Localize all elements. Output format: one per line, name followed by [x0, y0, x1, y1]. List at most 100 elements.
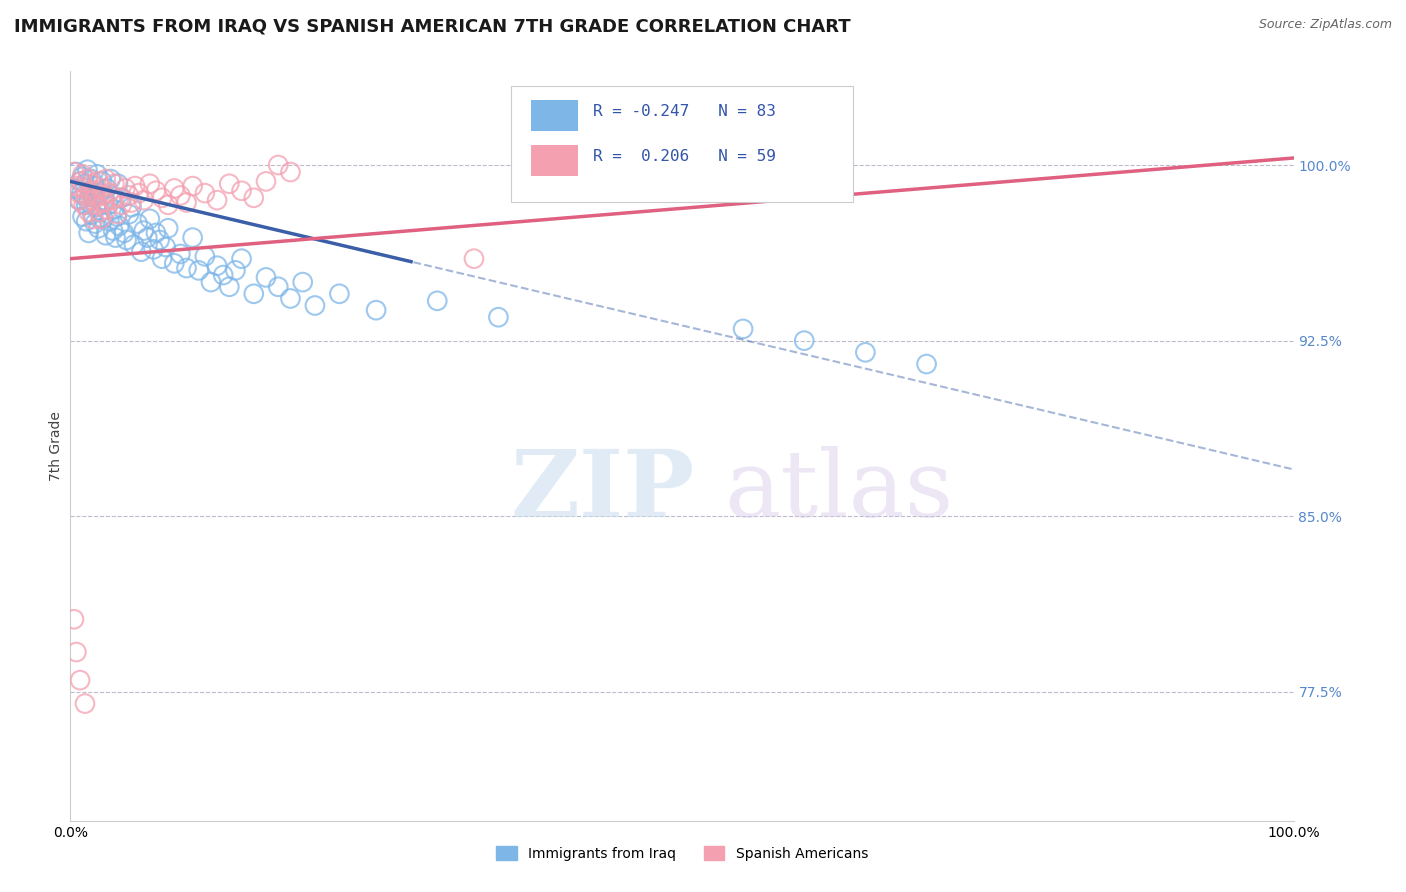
Point: [107, 177, 129, 191]
Point: [91, 188, 114, 202]
Point: [112, 226, 135, 240]
Point: [86, 198, 108, 212]
Point: [98, 214, 121, 228]
Point: [254, 270, 277, 285]
FancyBboxPatch shape: [510, 87, 853, 202]
Point: [187, 263, 209, 277]
Point: [79, 186, 101, 201]
Point: [127, 217, 149, 231]
Point: [139, 177, 162, 191]
Point: [103, 177, 125, 191]
Point: [267, 158, 290, 172]
Point: [463, 252, 485, 266]
Point: [118, 188, 141, 202]
Point: [72, 210, 94, 224]
Point: [63, 181, 86, 195]
Point: [86, 168, 108, 182]
Point: [121, 200, 143, 214]
Text: atlas: atlas: [724, 446, 955, 536]
Point: [72, 168, 94, 182]
Point: [67, 186, 90, 201]
Point: [205, 259, 228, 273]
Point: [82, 207, 104, 221]
Point: [733, 322, 755, 336]
Point: [87, 221, 110, 235]
Point: [149, 233, 172, 247]
Point: [104, 230, 127, 244]
Text: R =  0.206   N = 59: R = 0.206 N = 59: [592, 149, 776, 163]
Point: [73, 188, 96, 202]
Point: [80, 172, 103, 186]
Point: [181, 179, 204, 194]
Point: [855, 345, 877, 359]
Point: [83, 184, 105, 198]
Point: [105, 207, 128, 221]
Point: [94, 228, 117, 243]
Point: [103, 202, 125, 217]
Point: [73, 198, 96, 212]
Point: [73, 697, 96, 711]
Point: [243, 286, 266, 301]
Point: [118, 207, 141, 221]
Point: [91, 174, 114, 188]
Point: [280, 165, 302, 179]
Point: [65, 645, 87, 659]
Point: [254, 174, 277, 188]
Point: [63, 165, 86, 179]
Point: [96, 202, 118, 217]
Point: [108, 219, 131, 233]
Point: [366, 303, 388, 318]
Point: [426, 293, 449, 308]
Point: [89, 205, 111, 219]
Point: [84, 200, 107, 214]
Point: [176, 195, 198, 210]
Point: [91, 181, 114, 195]
Point: [194, 186, 217, 201]
Point: [132, 193, 155, 207]
Point: [63, 612, 86, 626]
Point: [108, 191, 131, 205]
Point: [915, 357, 938, 371]
Point: [69, 673, 91, 688]
Point: [488, 310, 510, 325]
Point: [77, 195, 100, 210]
Point: [231, 184, 253, 198]
Point: [157, 198, 180, 212]
Point: [194, 249, 217, 263]
Point: [70, 186, 93, 201]
Point: [136, 230, 159, 244]
Point: [76, 162, 98, 177]
Point: [793, 334, 815, 348]
Point: [145, 226, 167, 240]
Point: [105, 210, 128, 224]
Point: [69, 174, 91, 188]
Point: [75, 198, 97, 212]
Point: [132, 224, 155, 238]
Text: R = -0.247   N = 83: R = -0.247 N = 83: [592, 103, 776, 119]
Text: ZIP: ZIP: [510, 446, 695, 536]
Point: [73, 181, 96, 195]
FancyBboxPatch shape: [531, 145, 578, 177]
Point: [218, 280, 240, 294]
Point: [128, 186, 150, 201]
Point: [328, 286, 350, 301]
Y-axis label: 7th Grade: 7th Grade: [49, 411, 63, 481]
Point: [304, 299, 326, 313]
Point: [73, 177, 96, 191]
Legend: Immigrants from Iraq, Spanish Americans: Immigrants from Iraq, Spanish Americans: [491, 840, 873, 866]
Point: [155, 240, 177, 254]
Point: [77, 226, 100, 240]
Point: [91, 211, 114, 226]
Point: [163, 256, 186, 270]
Point: [157, 221, 180, 235]
Text: IMMIGRANTS FROM IRAQ VS SPANISH AMERICAN 7TH GRADE CORRELATION CHART: IMMIGRANTS FROM IRAQ VS SPANISH AMERICAN…: [14, 18, 851, 36]
Point: [169, 188, 191, 202]
Point: [97, 198, 120, 212]
Point: [200, 275, 222, 289]
Point: [79, 184, 101, 198]
Point: [139, 211, 162, 226]
Point: [83, 211, 105, 226]
Point: [111, 191, 134, 205]
Point: [90, 205, 112, 219]
Point: [243, 191, 266, 205]
